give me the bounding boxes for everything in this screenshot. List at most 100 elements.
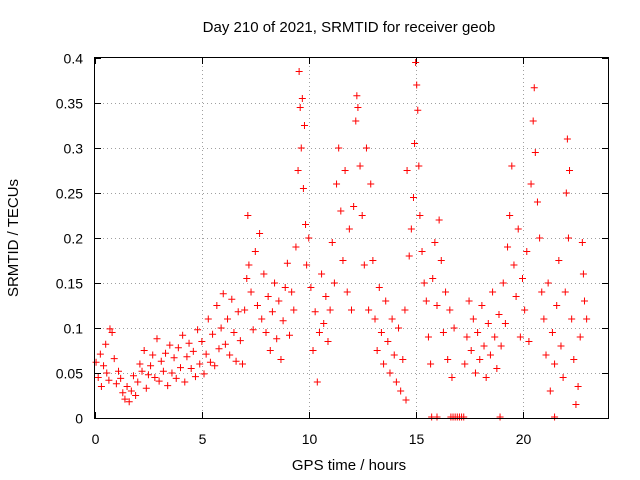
data-point: [531, 149, 539, 156]
data-point: [209, 330, 217, 338]
data-point: [563, 135, 571, 143]
data-point: [442, 288, 450, 296]
y-tick-label: 0.15: [56, 276, 83, 292]
data-point: [418, 248, 426, 255]
data-point: [580, 297, 588, 305]
data-point: [371, 315, 379, 323]
y-axis-label: SRMTID / TECUs: [5, 179, 22, 297]
data-point: [559, 374, 567, 381]
data-point: [168, 369, 176, 377]
data-point: [286, 331, 294, 339]
data-point: [253, 302, 261, 309]
data-point: [439, 329, 447, 336]
data-point: [204, 315, 212, 323]
data-point: [297, 144, 305, 152]
data-point: [189, 347, 197, 355]
data-point: [463, 333, 471, 341]
data-point: [574, 383, 582, 390]
data-point: [121, 395, 129, 403]
data-point: [377, 329, 385, 336]
y-tick-label: 0.35: [56, 96, 83, 112]
data-point: [542, 351, 550, 359]
data-point: [341, 167, 349, 174]
data-point: [241, 306, 249, 314]
data-point: [448, 374, 456, 381]
data-point: [300, 122, 308, 129]
data-point: [153, 335, 161, 343]
data-point: [262, 329, 270, 336]
x-tick-label: 0: [92, 431, 100, 447]
data-point: [258, 315, 266, 323]
data-point: [467, 347, 475, 354]
data-point: [478, 302, 486, 309]
data-point: [530, 84, 538, 92]
data-point: [508, 162, 516, 170]
data-point: [149, 351, 157, 359]
data-point: [211, 362, 219, 370]
data-point: [510, 261, 518, 269]
data-point: [313, 378, 321, 386]
x-tick-label: 15: [409, 431, 425, 447]
zero-data-point: [551, 413, 559, 421]
data-point: [162, 349, 170, 357]
data-point: [521, 306, 529, 314]
data-point: [375, 284, 383, 291]
data-point: [557, 342, 565, 350]
data-point: [151, 374, 159, 381]
data-point: [219, 290, 227, 298]
data-point: [172, 374, 180, 382]
data-point: [326, 306, 334, 314]
data-point: [390, 351, 398, 359]
data-point: [373, 347, 381, 354]
data-point: [224, 315, 232, 323]
data-point: [339, 257, 347, 264]
data-point: [232, 357, 240, 365]
data-point: [260, 270, 268, 278]
data-point: [191, 373, 199, 381]
data-point: [431, 239, 439, 246]
zero-data-point: [496, 413, 504, 421]
data-point: [497, 342, 505, 350]
data-point: [486, 351, 494, 359]
data-point: [292, 243, 300, 251]
data-point: [335, 144, 343, 152]
data-point: [170, 354, 178, 362]
data-point: [555, 257, 563, 264]
data-point: [401, 306, 409, 314]
data-point: [129, 372, 137, 380]
data-point: [132, 392, 140, 399]
data-point: [112, 380, 120, 388]
data-point: [236, 337, 244, 345]
data-point: [185, 339, 193, 347]
data-point: [305, 234, 313, 242]
data-point: [215, 345, 223, 353]
data-point: [369, 257, 377, 264]
data-point: [570, 356, 578, 363]
data-point: [264, 293, 272, 300]
data-point: [461, 360, 469, 368]
data-point: [271, 279, 279, 287]
data-point: [302, 221, 310, 228]
data-point: [553, 302, 561, 309]
data-point: [576, 333, 584, 341]
data-point: [476, 356, 484, 363]
data-point: [544, 279, 552, 287]
data-point: [411, 140, 419, 147]
data-point: [416, 212, 424, 219]
data-point: [546, 387, 554, 395]
data-point: [562, 189, 570, 197]
data-point: [244, 212, 252, 219]
data-point: [536, 234, 544, 242]
x-tick-label: 5: [199, 431, 207, 447]
data-point: [166, 341, 174, 349]
data-point: [429, 275, 437, 282]
data-point: [303, 261, 311, 269]
data-point: [228, 295, 236, 303]
data-point: [433, 302, 441, 309]
data-point: [568, 315, 576, 323]
data-point: [307, 284, 315, 291]
data-point: [247, 288, 255, 296]
data-point: [519, 275, 526, 282]
data-point: [288, 288, 296, 296]
